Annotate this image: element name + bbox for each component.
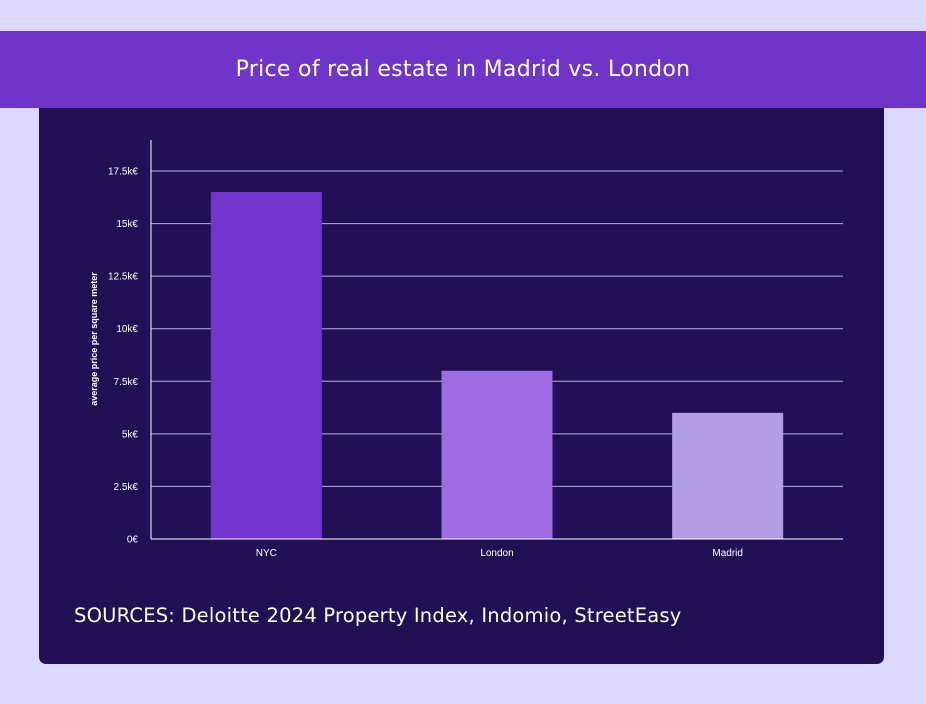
y-tick-label: 7.5k€ <box>114 377 139 388</box>
y-tick-label: 12.5k€ <box>108 272 138 283</box>
sources-note: SOURCES: Deloitte 2024 Property Index, I… <box>74 604 682 627</box>
bar-london <box>441 370 553 539</box>
title-band: Price of real estate in Madrid vs. Londo… <box>0 31 926 108</box>
y-tick-label: 15k€ <box>116 219 138 230</box>
bar-layer <box>210 192 784 539</box>
x-tick-label: NYC <box>256 548 277 559</box>
y-tick-label: 5k€ <box>122 429 139 440</box>
y-axis-label: average price per square meter <box>89 272 99 406</box>
x-tick-label: Madrid <box>712 548 743 559</box>
chart-panel <box>39 60 884 664</box>
x-tick-label: London <box>480 548 513 559</box>
y-tick-label: 0€ <box>127 535 139 546</box>
bar-nyc <box>210 192 322 539</box>
y-tick-label: 17.5k€ <box>108 167 138 178</box>
y-tick-label: 10k€ <box>116 324 138 335</box>
page-title: Price of real estate in Madrid vs. Londo… <box>235 57 691 82</box>
bar-madrid <box>672 412 784 539</box>
axis-layer: 0€ 2.5k€ 5k€ 7.5k€ 10k€ 12.5k€ 15k€ 17.5k€ NYC Lo… <box>108 140 843 559</box>
y-tick-label: 2.5k€ <box>114 482 139 493</box>
